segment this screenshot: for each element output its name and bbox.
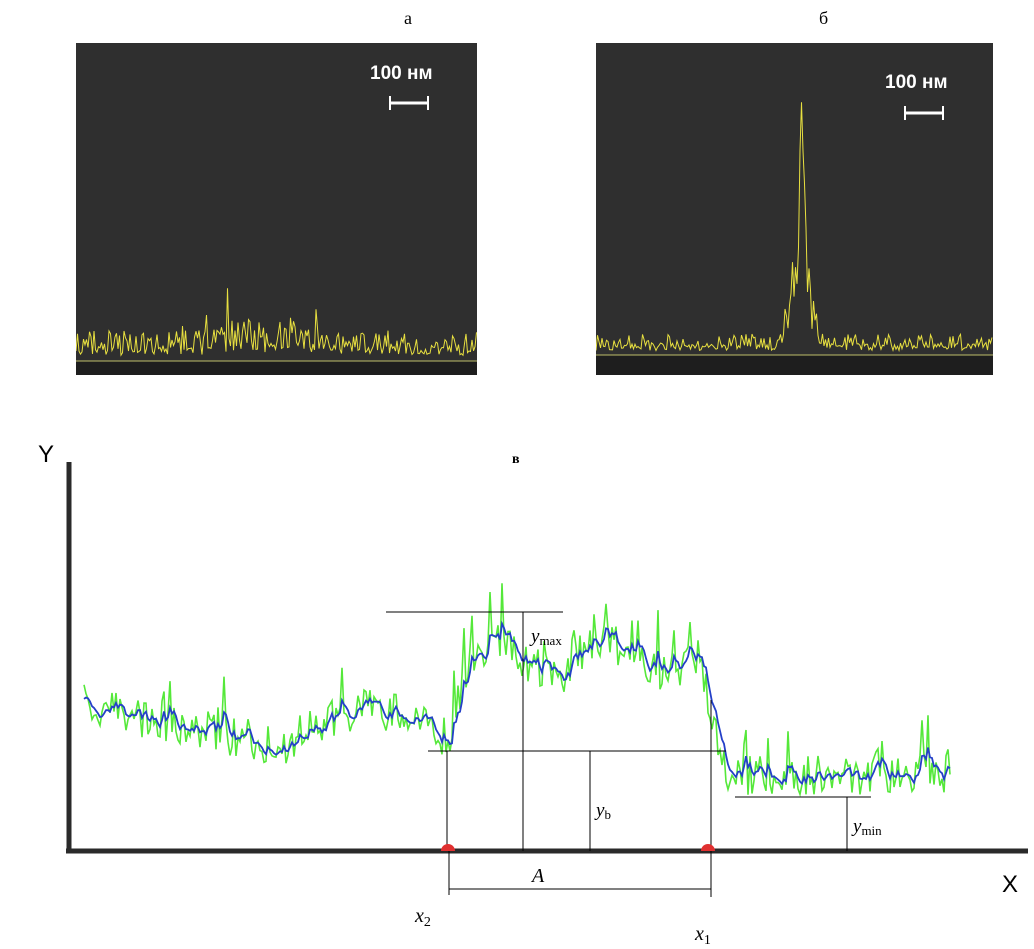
smoothed-signal-trace xyxy=(83,620,951,786)
y-axis-label: Y xyxy=(38,441,54,468)
panel-b-label: б xyxy=(819,8,829,28)
panel-a-profile-image: 100 нм xyxy=(76,43,477,375)
x2-label: x2 xyxy=(414,905,431,930)
x2-edge-marker xyxy=(441,844,455,851)
construction-lines xyxy=(386,611,871,897)
x1-label: x1 xyxy=(694,923,711,948)
x-axis-label: X xyxy=(1002,871,1018,898)
panel-b-scale-label: 100 нм xyxy=(885,72,948,93)
panel-a-scale-label: 100 нм xyxy=(370,63,433,84)
raw-signal-trace xyxy=(83,583,951,798)
x1-edge-marker xyxy=(701,844,715,851)
panel-b-signal-trace xyxy=(596,102,993,353)
panel-b-signal-plot xyxy=(596,102,993,375)
panel-b-profile-image: 100 нм xyxy=(596,43,993,375)
panel-a-label: а xyxy=(404,8,412,28)
y-max-label: ymax xyxy=(529,626,562,648)
panel-a-signal-plot xyxy=(76,96,477,375)
panel-c-label: в xyxy=(512,452,520,467)
y-min-label: ymin xyxy=(851,816,882,838)
width-a-label: A xyxy=(530,865,545,887)
y-b-label: yb xyxy=(594,800,611,822)
panel-a-signal-trace xyxy=(76,288,477,357)
